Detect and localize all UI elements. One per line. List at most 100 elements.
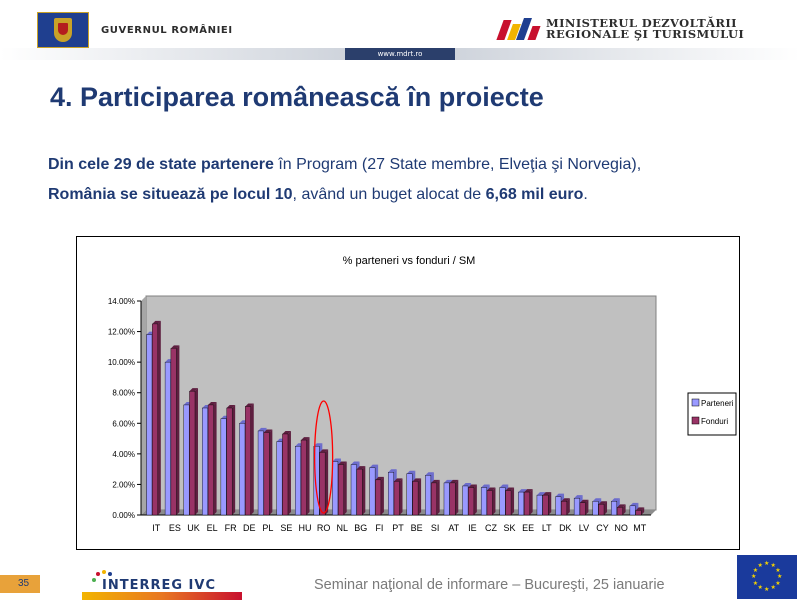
bar-top bbox=[561, 498, 570, 502]
x-tick-label: BG bbox=[354, 523, 367, 533]
bar-side bbox=[566, 498, 570, 515]
x-tick-label: BE bbox=[411, 523, 423, 533]
y-tick-label: 8.00% bbox=[112, 389, 135, 398]
x-tick-label: NL bbox=[336, 523, 348, 533]
bar-top bbox=[598, 501, 608, 505]
bar-parteneri-PT bbox=[388, 471, 394, 516]
bar-top bbox=[486, 487, 496, 491]
bar-fonduri-LT bbox=[542, 494, 549, 516]
chart-frame: % parteneri vs fonduri / SM 0.00% 2.00% 4.0… bbox=[76, 236, 740, 550]
eu-flag-icon: ★ ★ ★ ★ ★ ★ ★ ★ ★ ★ ★ ★ bbox=[737, 555, 797, 599]
bar-fonduri-RO bbox=[319, 452, 326, 516]
bar-top bbox=[338, 461, 347, 465]
eu-star-icon: ★ bbox=[770, 562, 776, 569]
interreg-text: INTERREG IVC bbox=[102, 578, 217, 593]
bar-top bbox=[629, 502, 639, 506]
bar-top bbox=[542, 492, 552, 496]
bar-parteneri-LV bbox=[573, 497, 580, 516]
x-tick-label: EL bbox=[207, 523, 218, 533]
bar-side bbox=[641, 507, 645, 515]
bar-parteneri-BG bbox=[350, 464, 357, 516]
bar-side bbox=[585, 499, 589, 515]
page-number-tab: 35 bbox=[0, 575, 40, 593]
bar-side bbox=[362, 466, 366, 515]
bar-top bbox=[394, 478, 403, 482]
bar-top bbox=[611, 498, 620, 502]
bar-top bbox=[170, 345, 180, 349]
x-tick-label: DK bbox=[559, 523, 572, 533]
government-name: GUVERNUL ROMÂNIEI bbox=[101, 24, 233, 36]
bar-parteneri-HU bbox=[295, 446, 301, 516]
x-tick-label: RO bbox=[317, 523, 331, 533]
interreg-logo[interactable]: INTERREG IVC bbox=[82, 570, 242, 600]
bar-fonduri-CY bbox=[598, 504, 605, 516]
bar-parteneri-IE bbox=[462, 485, 469, 516]
seminar-caption: Seminar naţional de informare – Bucureşt… bbox=[314, 577, 665, 593]
x-tick-label: LV bbox=[579, 523, 589, 533]
bar-side bbox=[306, 437, 310, 515]
y-tick-label: 10.00% bbox=[108, 358, 135, 367]
bar-top bbox=[412, 478, 422, 482]
x-tick-label: PL bbox=[262, 523, 273, 533]
bar-parteneri-CY bbox=[592, 501, 599, 516]
bar-parteneri-AT bbox=[443, 482, 450, 516]
bar-top bbox=[468, 484, 477, 488]
header-bar: GUVERNUL ROMÂNIEI MINISTERUL DEZVOLTĂRII… bbox=[0, 0, 800, 48]
x-tick-label: SE bbox=[280, 523, 292, 533]
intro-line-2: România se situează pe locul 10, având u… bbox=[48, 184, 798, 206]
bar-fonduri-DE bbox=[245, 406, 251, 516]
bar-side bbox=[436, 479, 440, 515]
bar-fonduri-CZ bbox=[486, 490, 493, 516]
x-tick-label: IT bbox=[152, 523, 161, 533]
legend-swatch bbox=[691, 398, 700, 407]
bar-fonduri-EL bbox=[207, 404, 214, 516]
y-tick-label: 14.00% bbox=[108, 297, 135, 306]
bar-fonduri-IT bbox=[152, 323, 159, 516]
eu-star-icon: ★ bbox=[775, 567, 781, 574]
x-tick-label: SK bbox=[504, 523, 516, 533]
bar-parteneri-FR bbox=[220, 418, 227, 516]
bar-side bbox=[269, 429, 273, 515]
bar-fonduri-FR bbox=[226, 407, 233, 516]
eu-star-icon: ★ bbox=[757, 585, 763, 592]
bar-parteneri-ES bbox=[164, 361, 171, 516]
bar-parteneri-MT bbox=[629, 505, 636, 516]
bar-fonduri-ES bbox=[170, 348, 177, 516]
bar-side bbox=[399, 478, 403, 515]
x-tick-label: FI bbox=[375, 523, 383, 533]
bar-side bbox=[325, 449, 329, 515]
intro-text-2: , având un buget alocat de bbox=[292, 186, 486, 203]
bar-fonduri-UK bbox=[189, 390, 196, 516]
bar-fonduri-LV bbox=[579, 502, 586, 516]
bar-side bbox=[232, 405, 236, 515]
website-url[interactable]: www.mdrt.ro bbox=[345, 48, 455, 60]
bar-side bbox=[287, 430, 291, 515]
bar-side bbox=[473, 484, 477, 515]
ministry-logo[interactable]: MINISTERUL DEZVOLTĂRII REGIONALE ŞI TURI… bbox=[496, 16, 744, 42]
bar-top bbox=[499, 484, 509, 488]
eu-star-icon: ★ bbox=[752, 567, 759, 574]
government-logo[interactable]: GUVERNUL ROMÂNIEI bbox=[37, 12, 233, 48]
bar-side bbox=[343, 461, 347, 515]
bar-top bbox=[518, 489, 527, 493]
highlight-circle-ro bbox=[313, 400, 334, 514]
bar-fonduri-EE bbox=[523, 491, 530, 516]
bar-side bbox=[213, 401, 217, 515]
bar-side bbox=[604, 501, 608, 515]
bar-top bbox=[263, 429, 273, 433]
bar-fonduri-PT bbox=[393, 481, 400, 516]
bar-top bbox=[592, 498, 602, 502]
bar-parteneri-PL bbox=[257, 430, 264, 516]
bar-top bbox=[524, 489, 533, 493]
bar-side bbox=[194, 388, 198, 515]
y-tick-label: 4.00% bbox=[112, 450, 135, 459]
x-tick-label: DE bbox=[243, 523, 256, 533]
bar-fonduri-AT bbox=[449, 482, 456, 516]
bar-fonduri-FI bbox=[375, 479, 382, 516]
intro-bold-3: 6,68 mil euro bbox=[485, 186, 584, 203]
intro-bold-2: România se situează pe locul 10 bbox=[48, 186, 293, 203]
bar-top bbox=[449, 479, 459, 483]
coat-of-arms-icon bbox=[37, 12, 89, 48]
bar-top bbox=[245, 403, 254, 407]
bar-top bbox=[505, 487, 515, 491]
